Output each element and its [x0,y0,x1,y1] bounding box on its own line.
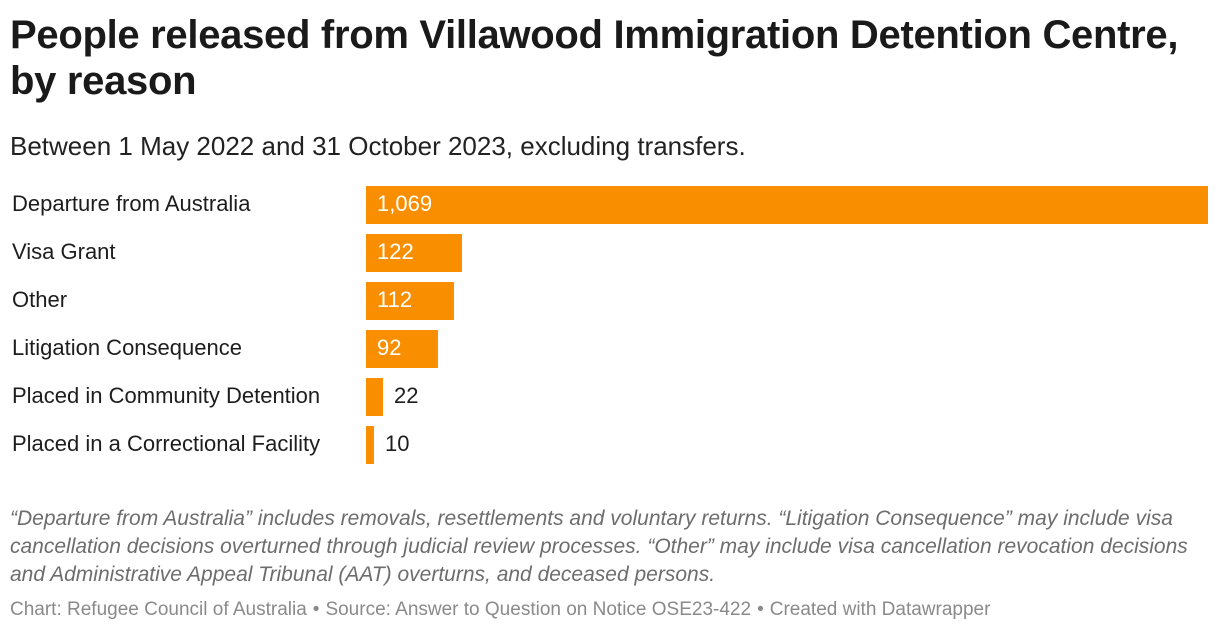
bar [366,282,454,320]
value-label: 22 [394,383,419,408]
credit-tool: Created with Datawrapper [769,599,991,620]
category-label: Placed in a Correctional Facility [12,431,321,456]
value-label: 92 [377,335,402,360]
value-label: 112 [377,287,413,312]
bar-row: Departure from Australia 1,069 [0,184,1220,224]
credit-separator: • [757,599,764,620]
bar-row: Litigation Consequence 92 [0,328,1220,368]
chart-title: People released from Villawood Immigrati… [10,13,1179,103]
value-label: 122 [377,239,414,264]
bar [366,378,383,416]
bar-chart: Departure from Australia 1,069 Visa Grant 1… [0,180,1220,470]
bar-row: Placed in Community Detention 22 [0,376,1220,416]
bar-row: Other 112 [0,280,1220,320]
category-label: Litigation Consequence [12,335,242,360]
bar [366,426,374,464]
value-label: 10 [385,431,410,456]
bar-row: Placed in a Correctional Facility 10 [0,424,1220,464]
chart-credit: Chart: Refugee Council of Australia • Sour… [10,597,990,623]
category-label: Departure from Australia [12,191,251,216]
bar [366,186,1208,224]
bar-row: Visa Grant 122 [0,232,1220,272]
category-label: Other [12,287,68,312]
credit-separator: • [312,599,320,620]
bar [366,330,438,368]
chart-subtitle: Between 1 May 2022 and 31 October 2023, … [10,131,746,161]
category-label: Placed in Community Detention [12,383,321,408]
credit-source: Source: Answer to Question on Notice OSE… [325,599,752,620]
credit-chart: Chart: Refugee Council of Australia [10,599,307,620]
bar [366,234,462,272]
value-label: 1,069 [377,191,433,216]
category-label: Visa Grant [12,239,116,264]
chart-notes: “Departure from Australia” includes remo… [10,507,1188,586]
